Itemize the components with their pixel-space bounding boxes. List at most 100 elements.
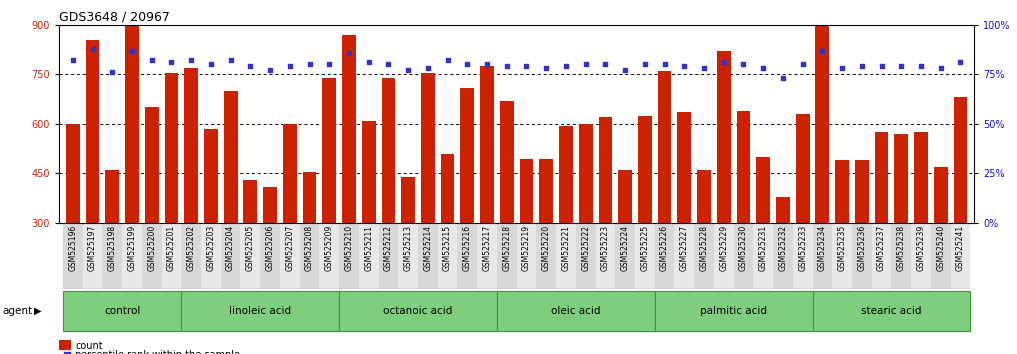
Bar [855,160,869,223]
Text: GSM525220: GSM525220 [542,225,551,271]
Point [893,64,909,69]
Bar [635,223,655,289]
Bar [500,101,514,223]
Point [460,62,476,67]
Point [815,48,831,53]
Text: GSM525208: GSM525208 [305,225,314,271]
Point [656,62,672,67]
Bar [813,291,970,331]
Bar [835,160,849,223]
Bar [497,223,517,289]
Bar [832,223,852,289]
Point [874,64,890,69]
Bar [319,223,339,289]
Text: count: count [75,341,103,351]
Text: percentile rank within the sample: percentile rank within the sample [75,350,240,354]
Bar [181,223,201,289]
Bar [322,78,337,223]
Text: GSM525236: GSM525236 [857,225,866,271]
Bar [125,27,139,223]
Bar [144,107,159,223]
Text: GSM525210: GSM525210 [345,225,354,271]
Bar [204,129,218,223]
Text: GSM525203: GSM525203 [206,225,216,271]
Bar [201,223,221,289]
Bar [793,223,813,289]
Point [301,62,317,67]
Point [380,62,397,67]
Bar [477,223,497,289]
Bar [875,132,889,223]
Point [420,65,436,71]
Bar [106,170,119,223]
Bar [556,223,576,289]
Text: GSM525223: GSM525223 [601,225,610,271]
Bar [757,157,770,223]
Text: GSM525213: GSM525213 [404,225,413,271]
Bar [461,87,474,223]
Bar [911,223,931,289]
Bar [280,223,300,289]
Bar [421,73,435,223]
Text: GSM525212: GSM525212 [383,225,393,271]
Bar [437,223,458,289]
Point [913,64,930,69]
Point [735,62,752,67]
Bar [181,291,339,331]
Bar [339,291,497,331]
Text: GSM525227: GSM525227 [679,225,689,271]
Bar [931,223,951,289]
Point [617,68,634,73]
Bar [773,223,793,289]
Bar [655,223,674,289]
Text: GDS3648 / 20967: GDS3648 / 20967 [59,11,170,24]
Text: GSM525215: GSM525215 [443,225,453,271]
Bar [224,91,238,223]
Text: GSM525229: GSM525229 [719,225,728,271]
Text: GSM525239: GSM525239 [916,225,925,271]
Point [262,68,279,73]
Bar [615,223,635,289]
Bar [638,116,652,223]
Point [202,62,219,67]
Bar [733,223,754,289]
Text: control: control [104,306,140,316]
Point [84,46,101,51]
Point [183,58,199,63]
Bar [536,223,556,289]
Bar [674,223,695,289]
Bar [103,223,122,289]
Point [143,58,160,63]
Bar [934,167,948,223]
Bar [754,223,773,289]
Bar [359,223,378,289]
Text: octanoic acid: octanoic acid [383,306,453,316]
Bar [658,71,671,223]
Text: GSM525232: GSM525232 [778,225,787,271]
Text: agent: agent [2,306,33,316]
Text: palmitic acid: palmitic acid [700,306,767,316]
Point [282,64,298,69]
Point [676,64,693,69]
Point [223,58,239,63]
Point [128,320,144,325]
Bar [852,223,872,289]
Bar [872,223,892,289]
Bar [303,172,316,223]
Point [164,59,180,65]
Text: GSM525202: GSM525202 [187,225,195,271]
Bar [82,223,103,289]
Text: GSM525197: GSM525197 [88,225,97,271]
Bar [559,126,573,223]
Bar [954,97,967,223]
Point [578,62,594,67]
Point [834,65,850,71]
Bar [816,27,829,223]
Point [321,62,338,67]
Text: GSM525238: GSM525238 [897,225,906,271]
Point [557,64,574,69]
Point [637,62,653,67]
Text: GSM525225: GSM525225 [641,225,650,271]
Text: GSM525199: GSM525199 [127,225,136,271]
Point [479,62,495,67]
